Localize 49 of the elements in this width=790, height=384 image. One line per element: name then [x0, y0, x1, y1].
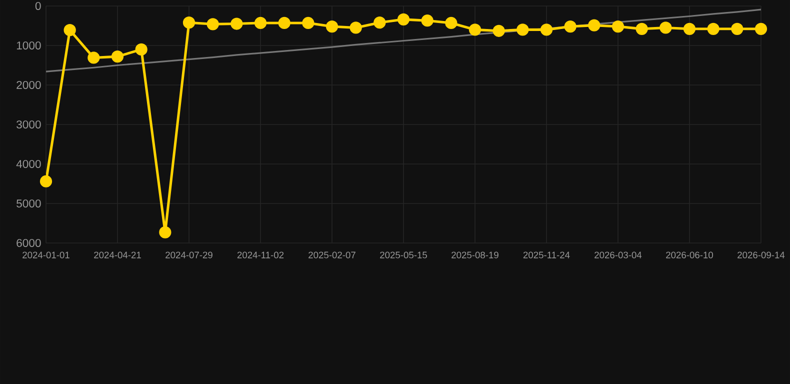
point — [421, 14, 434, 27]
point — [64, 24, 76, 36]
point — [588, 19, 600, 32]
point — [707, 22, 720, 35]
point — [374, 16, 386, 29]
point — [445, 16, 458, 30]
point — [159, 226, 172, 238]
x-tick-label: 2024-11-02 — [237, 252, 284, 258]
point — [492, 24, 505, 37]
point — [40, 175, 52, 188]
y-tick-label: 4000 — [16, 160, 41, 168]
point — [326, 20, 338, 33]
point — [278, 16, 290, 30]
y-tick-label: 5000 — [16, 199, 41, 208]
y-tick-label: 6000 — [16, 238, 41, 247]
x-tick-label: 2026-03-04 — [594, 252, 642, 258]
point — [350, 22, 362, 34]
point — [468, 24, 482, 36]
point — [397, 13, 410, 26]
point — [540, 24, 553, 36]
y-tick-label: 1000 — [16, 41, 41, 50]
point — [302, 16, 314, 30]
point — [754, 22, 768, 35]
point — [182, 16, 196, 29]
point — [683, 22, 696, 35]
y-tick-label: 2000 — [16, 80, 41, 89]
point — [636, 22, 648, 35]
x-tick-label: 2024-01-01 — [22, 252, 70, 258]
point — [660, 22, 672, 34]
point — [612, 20, 624, 33]
x-tick-label: 2025-05-15 — [380, 252, 427, 258]
y-tick-label: 3000 — [16, 120, 41, 128]
point — [135, 43, 148, 56]
y-tick-label: 0 — [35, 2, 41, 10]
point — [111, 50, 124, 63]
x-tick-label: 2025-08-19 — [452, 252, 498, 258]
point — [254, 16, 267, 30]
point — [88, 52, 100, 64]
point — [230, 18, 243, 30]
x-tick-label: 2024-04-21 — [94, 252, 141, 258]
x-tick-label: 2025-11-24 — [523, 252, 570, 258]
x-tick-label: 2024-07-29 — [166, 252, 212, 258]
point — [731, 22, 744, 35]
x-tick-label: 2026-06-10 — [666, 252, 713, 258]
point — [564, 20, 576, 33]
point — [516, 24, 529, 36]
x-tick-label: 2025-02-07 — [308, 252, 356, 258]
point — [206, 18, 219, 30]
x-tick-label: 2026-09-14 — [738, 252, 785, 258]
